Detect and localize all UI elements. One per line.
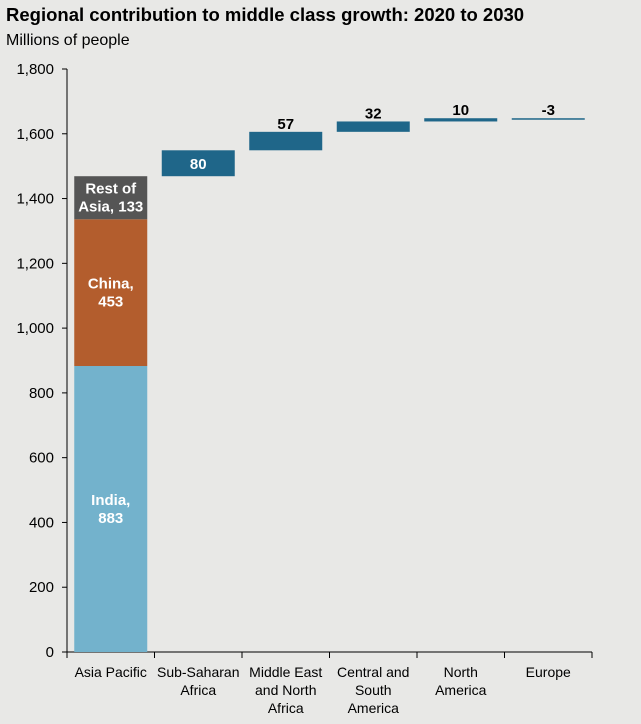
data-label: 10 (452, 102, 469, 119)
bar-segment-china (74, 219, 148, 367)
x-category-label: America (435, 682, 487, 698)
chart-title: Regional contribution to middle class gr… (6, 4, 525, 25)
bar-segment-rest-of-asia (74, 176, 148, 220)
x-category-label: and North (255, 682, 316, 698)
y-tick-label: 1,600 (16, 126, 54, 143)
x-category-label: America (348, 700, 400, 716)
data-label: 883 (98, 510, 123, 527)
x-category-label: Sub-Saharan (157, 664, 240, 680)
y-tick-label: 600 (29, 450, 54, 467)
y-tick-label: 200 (29, 579, 54, 596)
data-label: Asia, 133 (78, 199, 143, 216)
y-tick-label: 1,800 (16, 61, 54, 78)
y-tick-label: 400 (29, 514, 54, 531)
data-label: India, (91, 492, 130, 509)
floating-bar (161, 150, 235, 177)
x-category-label: Africa (180, 682, 216, 698)
x-category-label: Asia Pacific (75, 664, 147, 680)
floating-bar (511, 118, 585, 120)
data-label: Rest of (85, 181, 137, 198)
x-category-label: Europe (526, 664, 571, 680)
data-label: 80 (190, 156, 207, 173)
y-tick-label: 1,400 (16, 191, 54, 208)
data-label: 32 (365, 105, 382, 122)
data-label: 57 (277, 116, 294, 133)
y-tick-label: 1,200 (16, 255, 54, 272)
data-label: 453 (98, 294, 123, 311)
floating-bar (249, 131, 323, 151)
x-category-label: South (355, 682, 392, 698)
y-tick-label: 1,000 (16, 320, 54, 337)
x-category-label: Central and (337, 664, 409, 680)
y-axis-label: Millions of people (6, 32, 130, 49)
floating-bar (336, 121, 410, 132)
x-category-label: Middle East (249, 664, 322, 680)
data-label: China, (88, 276, 134, 293)
y-tick-label: 0 (46, 644, 54, 661)
bar-segment-india (74, 366, 148, 652)
y-tick-label: 800 (29, 385, 54, 402)
x-category-label: Africa (268, 700, 304, 716)
x-category-label: North (444, 664, 478, 680)
data-label: -3 (542, 102, 555, 119)
floating-bar (424, 118, 498, 122)
